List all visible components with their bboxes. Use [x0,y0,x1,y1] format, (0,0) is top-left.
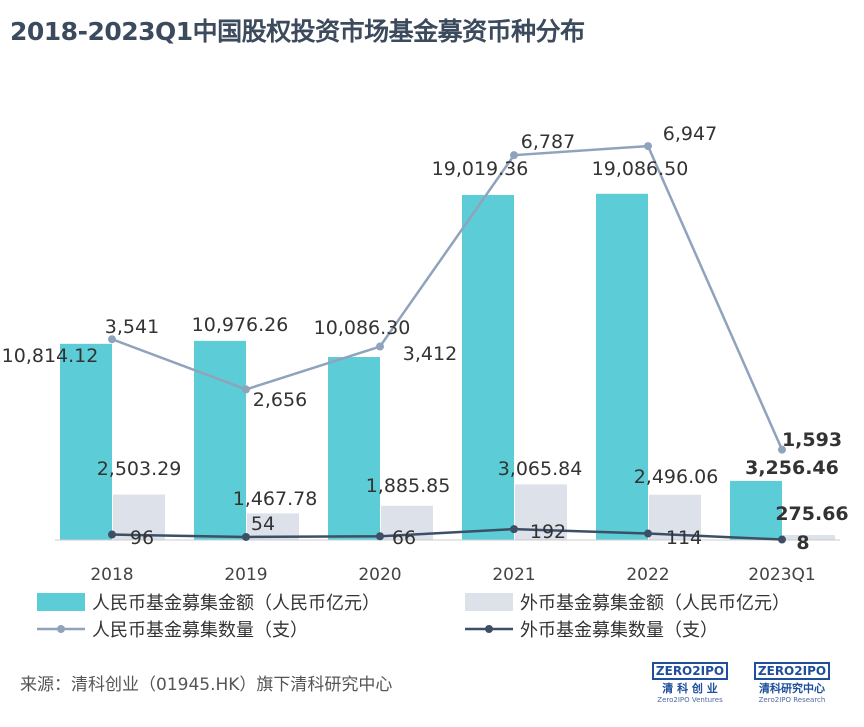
foreign-count-label: 114 [666,527,702,549]
foreign-amount-bar [783,534,835,540]
rmb-count-line [111,144,784,451]
legend-marker [485,625,493,633]
foreign-count-point [510,525,518,534]
logo-mark: ZERO2IPO [651,662,729,680]
legend-swatch-foreign-amount [465,593,513,611]
rmb-count-label: 3,412 [403,343,457,365]
rmb-amount-bar [60,343,112,540]
logo-en: Zero2IPO Ventures [657,696,723,704]
rmb-count-point [644,142,652,151]
rmb-amount-label: 19,019.36 [432,158,529,180]
foreign-amount-bar [113,494,165,540]
rmb-amount-bar [194,340,246,540]
x-tick-label: 2019 [224,565,267,585]
rmb-amount-label: 10,086.30 [314,317,411,339]
foreign-amount-label: 1,885.85 [366,475,451,497]
rmb-amount-label: 10,814.12 [2,345,99,367]
zero2ipo-research-logo: ZERO2IPO 清科研究中心 Zero2IPO Research [752,660,832,704]
rmb-amount-bar [462,194,514,540]
foreign-count-point [108,530,116,539]
zero2ipo-ventures-logo: ZERO2IPO 清 科 创 业 Zero2IPO Ventures [650,660,730,704]
foreign-count-label: 54 [251,513,275,535]
x-tick-label: 2018 [90,565,133,585]
foreign-count-point [242,532,250,541]
legend-label: 外币基金募集数量（支） [520,620,718,641]
rmb-count-label: 2,656 [253,389,307,411]
foreign-amount-label: 2,503.29 [97,458,182,480]
foreign-count-label: 96 [130,527,154,549]
legend-label: 人民币基金募集数量（支） [92,620,308,641]
foreign-count-line [111,527,783,541]
chart-svg: 2018 2019 2020 2021 2022 2023Q1 10,814.12 10,97… [2,123,849,641]
rmb-count-label: 6,787 [521,131,575,153]
rmb-amount-bar [730,480,782,540]
rmb-count-point [510,151,518,160]
logo-mark: ZERO2IPO [753,662,831,680]
foreign-count-label: 192 [530,521,566,543]
legend-label: 人民币基金募集金额（人民币亿元） [92,593,380,614]
foreign-count-point [376,532,384,541]
rmb-count-label: 3,541 [105,316,159,338]
rmb-amount-label: 3,256.46 [745,457,839,479]
x-tick-label: 2022 [626,565,669,585]
foreign-count-label: 8 [796,532,809,554]
chart-title: 2018-2023Q1中国股权投资市场基金募资币种分布 [10,17,585,46]
foreign-count-point [644,529,652,538]
source-note: 来源：清科创业（01945.HK）旗下清科研究中心 [20,675,393,695]
x-tick-label: 2023Q1 [748,565,815,585]
rmb-amount-label: 10,976.26 [192,314,289,336]
legend-marker [57,625,65,633]
logo-cn: 清科研究中心 [759,682,825,695]
foreign-amount-label: 2,496.06 [634,466,719,488]
foreign-count-point [778,535,786,544]
foreign-amount-label: 1,467.78 [233,488,318,510]
rmb-count-label: 1,593 [782,429,842,451]
rmb-amount-bar [596,193,648,541]
x-tick-label: 2021 [492,565,535,585]
rmb-count-point [376,342,384,351]
rmb-count-point [108,335,116,344]
foreign-amount-label: 3,065.84 [498,458,583,480]
legend-swatch-rmb-amount [37,593,85,611]
rmb-count-label: 6,947 [663,123,717,145]
rmb-count-point [242,385,250,394]
foreign-amount-label: 275.66 [775,503,848,525]
logo-en: Zero2IPO Research [758,696,826,704]
foreign-amount-bar [649,494,701,540]
legend-label: 外币基金募集金额（人民币亿元） [520,593,790,614]
x-tick-label: 2020 [358,565,401,585]
rmb-amount-bar [328,357,380,540]
logo-cn: 清 科 创 业 [662,682,718,695]
rmb-count-point [778,445,786,454]
foreign-count-label: 66 [392,527,416,549]
rmb-amount-label: 19,086.50 [592,158,689,180]
